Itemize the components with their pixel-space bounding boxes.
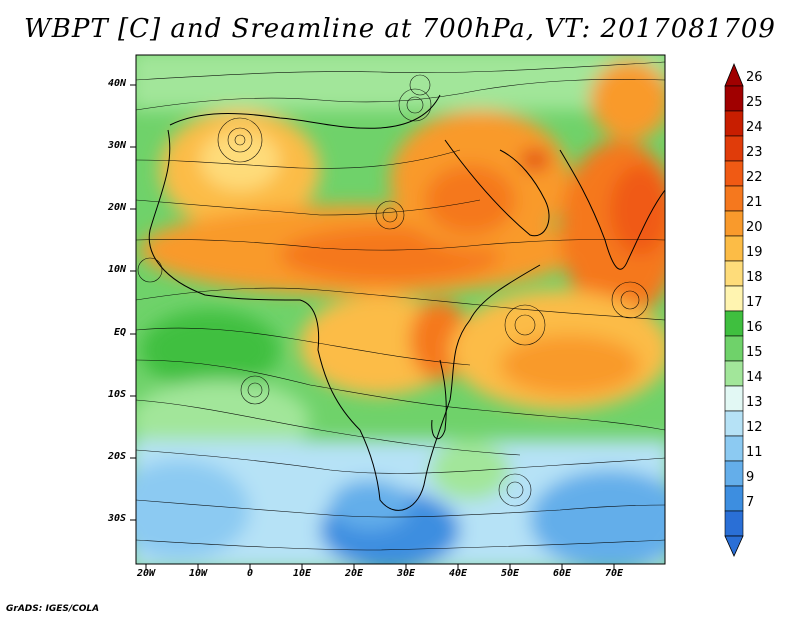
colorbar-label: 25 [746, 95, 763, 110]
colorbar-swatch [724, 360, 744, 387]
lon-label: 70E [604, 568, 624, 579]
lat-label: 30N [107, 140, 126, 151]
coastlines [148, 94, 665, 511]
colorbar-label: 18 [746, 270, 763, 285]
lon-label: 10W [188, 568, 208, 579]
colorbar-swatch [724, 485, 744, 512]
wbpt-field [136, 55, 665, 564]
lon-label: 50E [500, 568, 520, 579]
colorbar-label: 19 [746, 245, 763, 260]
colorbar-swatch [724, 135, 744, 162]
colorbar-swatch [724, 210, 744, 237]
colorbar-label: 17 [746, 295, 763, 310]
lon-label: 30E [396, 568, 416, 579]
grads-credit: GrADS: IGES/COLA [6, 604, 100, 614]
colorbar-label: 15 [746, 345, 763, 360]
colorbar-label: 7 [746, 495, 755, 510]
colorbar-label: 16 [746, 320, 763, 335]
lon-label: 60E [552, 568, 572, 579]
colorbar-swatch [724, 260, 744, 287]
lon-label: 20W [136, 568, 156, 579]
colorbar-swatch [724, 435, 744, 462]
colorbar-bottom-arrow [724, 535, 744, 557]
colorbar-swatch [724, 160, 744, 187]
lat-label: 10N [107, 264, 126, 275]
lat-label: 10S [107, 389, 126, 400]
streamlines [136, 61, 665, 551]
colorbar-label: 26 [746, 70, 763, 85]
colorbar-swatch [724, 185, 744, 212]
colorbar-swatch [724, 335, 744, 362]
colorbar-label: 12 [746, 420, 763, 435]
colorbar-top-arrow [724, 62, 744, 87]
lon-label: 40E [448, 568, 468, 579]
colorbar-label: 13 [746, 395, 763, 410]
map-frame [135, 54, 666, 565]
colorbar-label: 9 [746, 470, 755, 485]
colorbar-label: 20 [746, 220, 763, 235]
colorbar-label: 11 [746, 445, 763, 460]
lat-label: 40N [107, 78, 126, 89]
colorbar-swatch [724, 385, 744, 412]
lat-label: 20N [107, 202, 126, 213]
lon-label: 0 [246, 568, 254, 579]
colorbar-swatch [724, 110, 744, 137]
lon-label: 10E [292, 568, 312, 579]
map-title: WBPT [C] and Sreamline at 700hPa, VT: 20… [24, 14, 776, 44]
colorbar-swatch [724, 85, 744, 112]
colorbar-label: 23 [746, 145, 763, 160]
colorbar-label: 21 [746, 195, 763, 210]
colorbar-swatch [724, 235, 744, 262]
colorbar [724, 62, 744, 557]
lat-label: 30S [107, 513, 126, 524]
colorbar-label: 22 [746, 170, 763, 185]
colorbar-swatch [724, 410, 744, 437]
colorbar-label: 14 [746, 370, 763, 385]
lat-label: EQ [113, 327, 126, 338]
colorbar-swatch [724, 285, 744, 312]
colorbar-swatch [724, 310, 744, 337]
colorbar-swatch [724, 510, 744, 537]
colorbar-label: 24 [746, 120, 763, 135]
axis-ticks [130, 84, 615, 570]
lon-label: 20E [344, 568, 364, 579]
lat-label: 20S [107, 451, 126, 462]
colorbar-swatch [724, 460, 744, 487]
